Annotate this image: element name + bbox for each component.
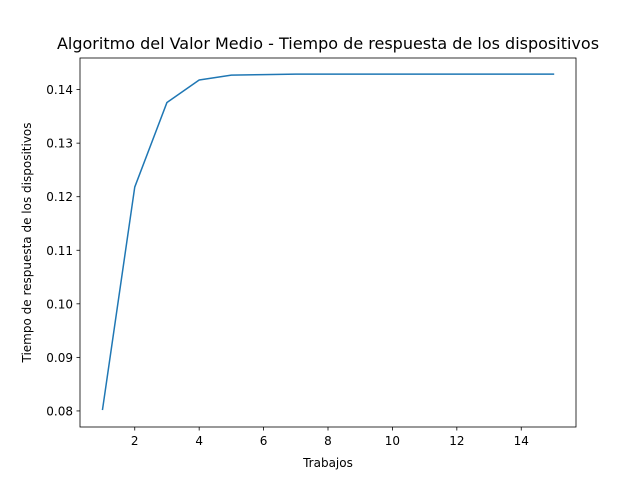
y-tick-label: 0.08: [46, 404, 73, 418]
y-tick-label: 0.13: [46, 137, 73, 151]
y-tick-label: 0.10: [46, 297, 73, 311]
x-tick-label: 2: [131, 434, 139, 448]
x-tick-label: 8: [324, 434, 332, 448]
x-tick-label: 12: [449, 434, 464, 448]
y-tick-label: 0.11: [46, 244, 73, 258]
x-tick-label: 14: [514, 434, 529, 448]
chart-title: Algoritmo del Valor Medio - Tiempo de re…: [57, 34, 599, 53]
x-tick-label: 4: [195, 434, 203, 448]
y-tick-label: 0.09: [46, 351, 73, 365]
y-tick-label: 0.14: [46, 83, 73, 97]
plot-frame: [79, 57, 577, 428]
y-axis-ticks: 0.08 0.09 0.10 0.11 0.12 0.13 0.14: [46, 83, 80, 418]
x-axis-ticks: 2 4 6 8 10 12 14: [131, 427, 529, 448]
x-tick-label: 6: [260, 434, 268, 448]
x-tick-label: 10: [385, 434, 400, 448]
y-axis-label: Tiempo de respuesta de los dispositivos: [20, 122, 34, 363]
series-line: [101, 73, 555, 411]
x-axis-label: Trabajos: [302, 456, 353, 470]
y-tick-label: 0.12: [46, 190, 73, 204]
